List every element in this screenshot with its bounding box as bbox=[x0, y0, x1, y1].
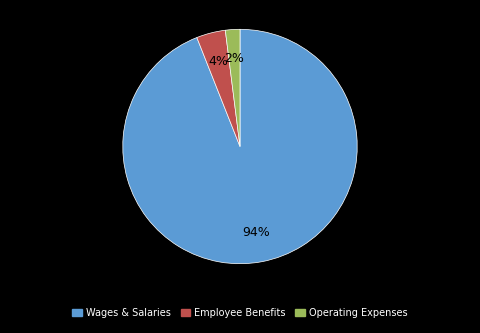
Wedge shape bbox=[225, 29, 240, 147]
Wedge shape bbox=[197, 30, 240, 147]
Text: 4%: 4% bbox=[208, 55, 228, 68]
Text: 2%: 2% bbox=[225, 52, 244, 65]
Wedge shape bbox=[123, 29, 357, 264]
Legend: Wages & Salaries, Employee Benefits, Operating Expenses: Wages & Salaries, Employee Benefits, Ope… bbox=[69, 304, 411, 322]
Text: 94%: 94% bbox=[242, 226, 270, 239]
